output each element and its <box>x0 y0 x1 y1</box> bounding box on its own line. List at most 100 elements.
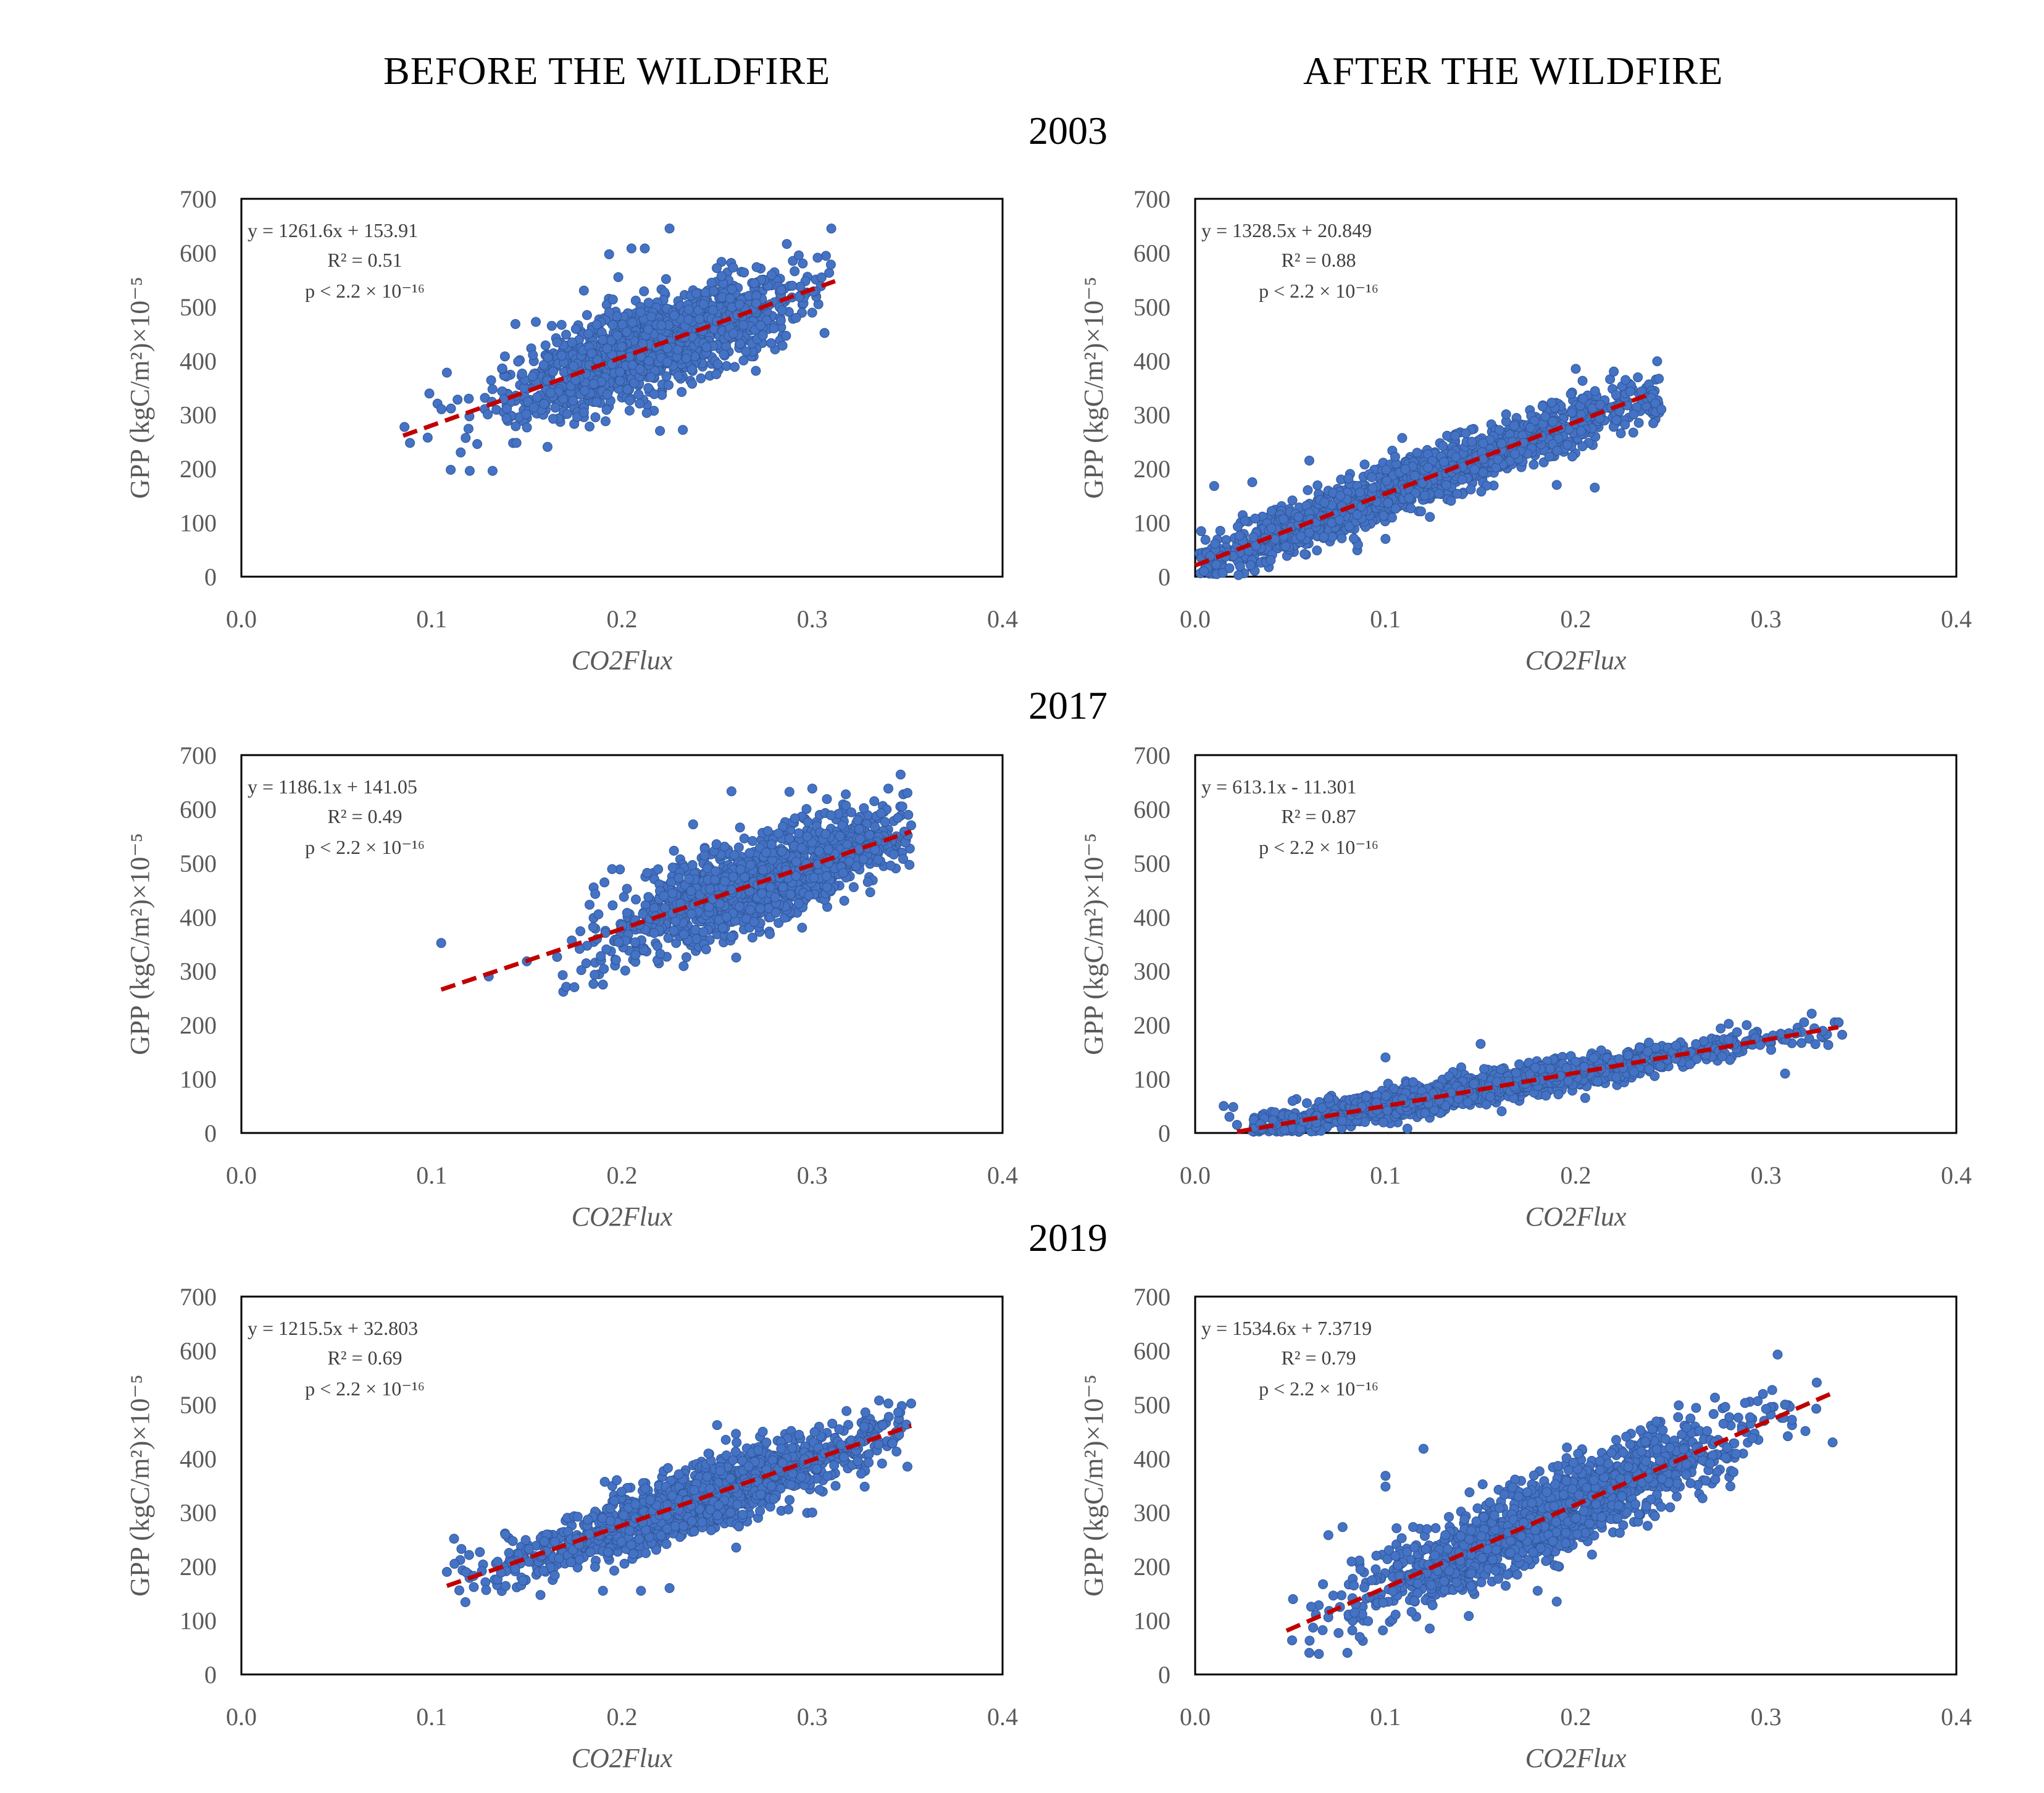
data-point <box>701 342 712 353</box>
data-point <box>749 278 759 288</box>
data-point <box>1319 532 1329 542</box>
data-point <box>646 372 656 382</box>
data-point <box>1199 566 1209 577</box>
data-point <box>862 877 873 887</box>
data-point <box>687 860 698 870</box>
data-point <box>1335 490 1346 501</box>
data-point <box>567 337 577 348</box>
data-point <box>705 884 715 894</box>
data-point <box>1406 503 1416 514</box>
data-point <box>472 439 483 449</box>
data-point <box>716 271 727 282</box>
data-point <box>1367 483 1378 493</box>
data-point <box>456 447 466 458</box>
data-point <box>1629 409 1639 420</box>
data-point <box>1379 511 1389 521</box>
data-point <box>622 327 632 337</box>
data-point <box>1501 409 1511 419</box>
data-point <box>660 903 670 913</box>
data-point <box>766 270 777 280</box>
data-point <box>802 831 812 842</box>
y-tick-label: 500 <box>180 850 217 877</box>
data-point <box>604 307 614 317</box>
data-point <box>542 441 553 452</box>
y-axis-title: GPP (kgC/m²)×10⁻⁵ <box>125 833 155 1055</box>
data-point <box>583 328 594 339</box>
y-tick-label: 400 <box>180 347 217 375</box>
data-point <box>738 355 749 366</box>
data-point <box>562 409 572 419</box>
data-point <box>1633 372 1643 383</box>
r-squared-label: R² = 0.88 <box>1282 249 1356 271</box>
data-point <box>726 786 736 796</box>
data-point <box>1552 446 1562 456</box>
data-point <box>756 320 766 331</box>
data-point-outlier <box>784 787 795 797</box>
data-point <box>642 867 653 878</box>
data-point <box>747 932 757 943</box>
data-point <box>1266 555 1276 566</box>
y-axis-title: GPP (kgC/m²)×10⁻⁵ <box>1078 833 1109 1055</box>
data-point <box>1215 525 1225 536</box>
data-point <box>1567 408 1577 417</box>
data-point <box>735 822 745 833</box>
data-point <box>1611 415 1622 425</box>
data-point <box>649 928 659 938</box>
y-tick-label: 500 <box>1133 293 1170 321</box>
data-point <box>721 361 732 371</box>
data-point <box>785 889 796 900</box>
data-point <box>620 966 630 976</box>
y-tick-label: 700 <box>180 185 217 213</box>
data-point <box>625 395 635 406</box>
data-point <box>865 887 875 898</box>
y-tick-label: 300 <box>180 401 217 429</box>
data-point <box>728 872 738 882</box>
regression-equation: y = 1186.1x + 141.05 <box>248 775 417 798</box>
y-tick-label: 100 <box>1133 509 1170 537</box>
data-point <box>1548 416 1558 427</box>
data-point <box>521 409 532 420</box>
data-point-outlier <box>883 784 893 794</box>
data-point <box>1390 503 1401 514</box>
data-point-outlier <box>626 243 636 254</box>
data-point <box>853 815 863 825</box>
regression-equation: y = 1328.5x + 20.849 <box>1201 219 1372 241</box>
x-axis-title: CO2Flux <box>572 645 673 675</box>
data-point-outlier <box>464 466 475 476</box>
data-point <box>483 409 493 420</box>
data-point <box>1287 495 1298 506</box>
data-point-outlier <box>569 982 580 992</box>
data-point <box>607 900 618 911</box>
data-point <box>1196 526 1206 537</box>
data-point <box>600 416 611 427</box>
y-tick-label: 600 <box>180 239 217 267</box>
p-value-label: p < 2.2 × 10⁻¹⁶ <box>1259 280 1379 302</box>
data-point <box>838 867 848 878</box>
data-point <box>464 393 474 404</box>
data-point <box>1452 488 1462 499</box>
data-point <box>778 882 788 893</box>
data-point <box>436 404 447 414</box>
x-tick-label: 0.1 <box>1370 605 1401 633</box>
data-point <box>734 901 745 912</box>
data-point <box>673 371 683 382</box>
data-point-outlier <box>655 425 665 436</box>
data-point <box>539 399 549 409</box>
data-point <box>611 955 621 965</box>
data-point <box>762 826 773 836</box>
data-point <box>1546 398 1557 408</box>
data-point <box>1478 438 1488 448</box>
y-tick-label: 400 <box>1133 347 1170 375</box>
y-tick-label: 0 <box>204 563 217 591</box>
data-point <box>662 357 672 367</box>
data-point-outlier <box>441 367 452 378</box>
data-point <box>1390 451 1400 462</box>
data-point <box>1621 375 1631 385</box>
data-point <box>1466 484 1476 495</box>
data-point <box>653 864 664 874</box>
data-point <box>880 817 890 827</box>
y-tick-label: 700 <box>1133 742 1170 769</box>
data-point <box>1461 428 1471 438</box>
data-point-outlier <box>906 820 916 830</box>
data-point <box>1578 393 1588 404</box>
